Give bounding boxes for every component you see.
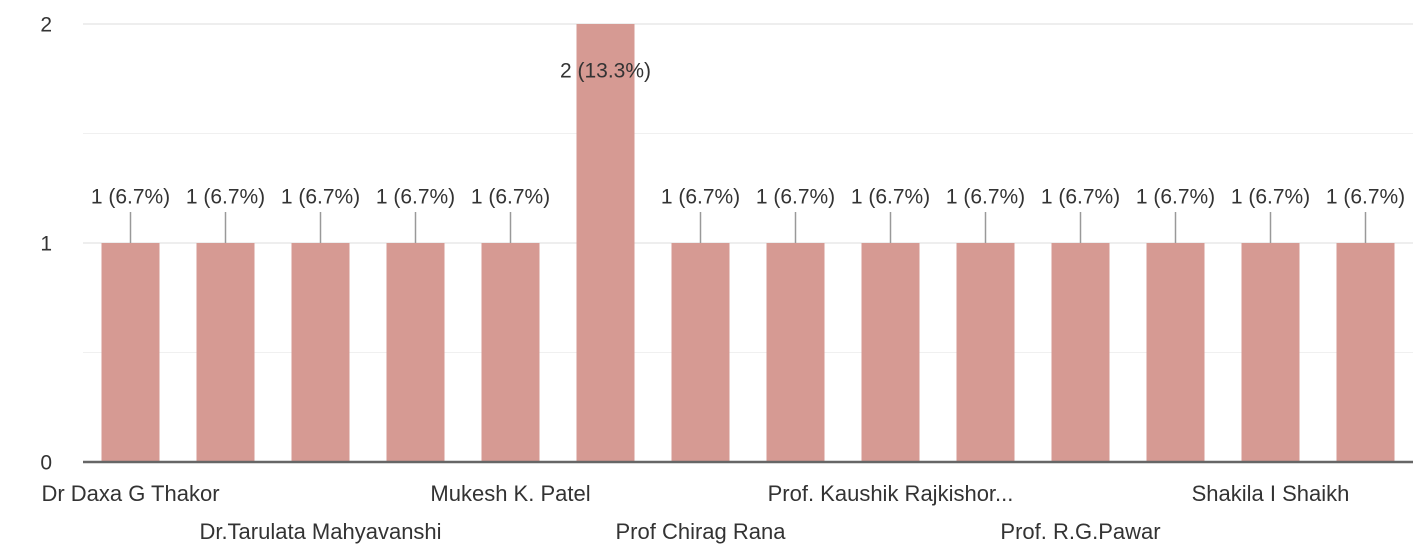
data-label: 1 (6.7%) [281, 186, 360, 209]
bar [956, 243, 1015, 462]
data-label: 1 (6.7%) [471, 186, 550, 209]
bar [1051, 243, 1110, 462]
data-label: 1 (6.7%) [756, 186, 835, 209]
data-label: 1 (6.7%) [661, 186, 740, 209]
bar [196, 243, 255, 462]
bar [291, 243, 350, 462]
bar [576, 24, 635, 462]
bar [766, 243, 825, 462]
data-label: 1 (6.7%) [1136, 186, 1215, 209]
data-label: 1 (6.7%) [376, 186, 455, 209]
bar [861, 243, 920, 462]
bar [1146, 243, 1205, 462]
data-label: 1 (6.7%) [851, 186, 930, 209]
bar [1336, 243, 1395, 462]
bar [386, 243, 445, 462]
bar [1241, 243, 1300, 462]
data-label: 1 (6.7%) [946, 186, 1025, 209]
data-label: 1 (6.7%) [1231, 186, 1310, 209]
y-tick-label: 0 [40, 452, 52, 475]
data-label: 1 (6.7%) [91, 186, 170, 209]
data-label: 1 (6.7%) [186, 186, 265, 209]
x-tick-label: Prof. R.G.Pawar [1000, 519, 1160, 544]
x-tick-label: Shakila I Shaikh [1192, 481, 1350, 506]
bar [481, 243, 540, 462]
x-tick-label: Mukesh K. Patel [430, 481, 590, 506]
x-tick-label: Prof. Kaushik Rajkishor... [768, 481, 1014, 506]
data-label: 2 (13.3%) [560, 60, 651, 83]
x-tick-label: Dr.Tarulata Mahyavanshi [199, 519, 441, 544]
y-tick-label: 2 [40, 14, 52, 37]
bar [101, 243, 160, 462]
data-label: 1 (6.7%) [1041, 186, 1120, 209]
bar [671, 243, 730, 462]
x-tick-label: Prof Chirag Rana [616, 519, 787, 544]
data-label: 1 (6.7%) [1326, 186, 1405, 209]
x-tick-label: Dr Daxa G Thakor [41, 481, 219, 506]
y-tick-label: 1 [40, 233, 52, 256]
